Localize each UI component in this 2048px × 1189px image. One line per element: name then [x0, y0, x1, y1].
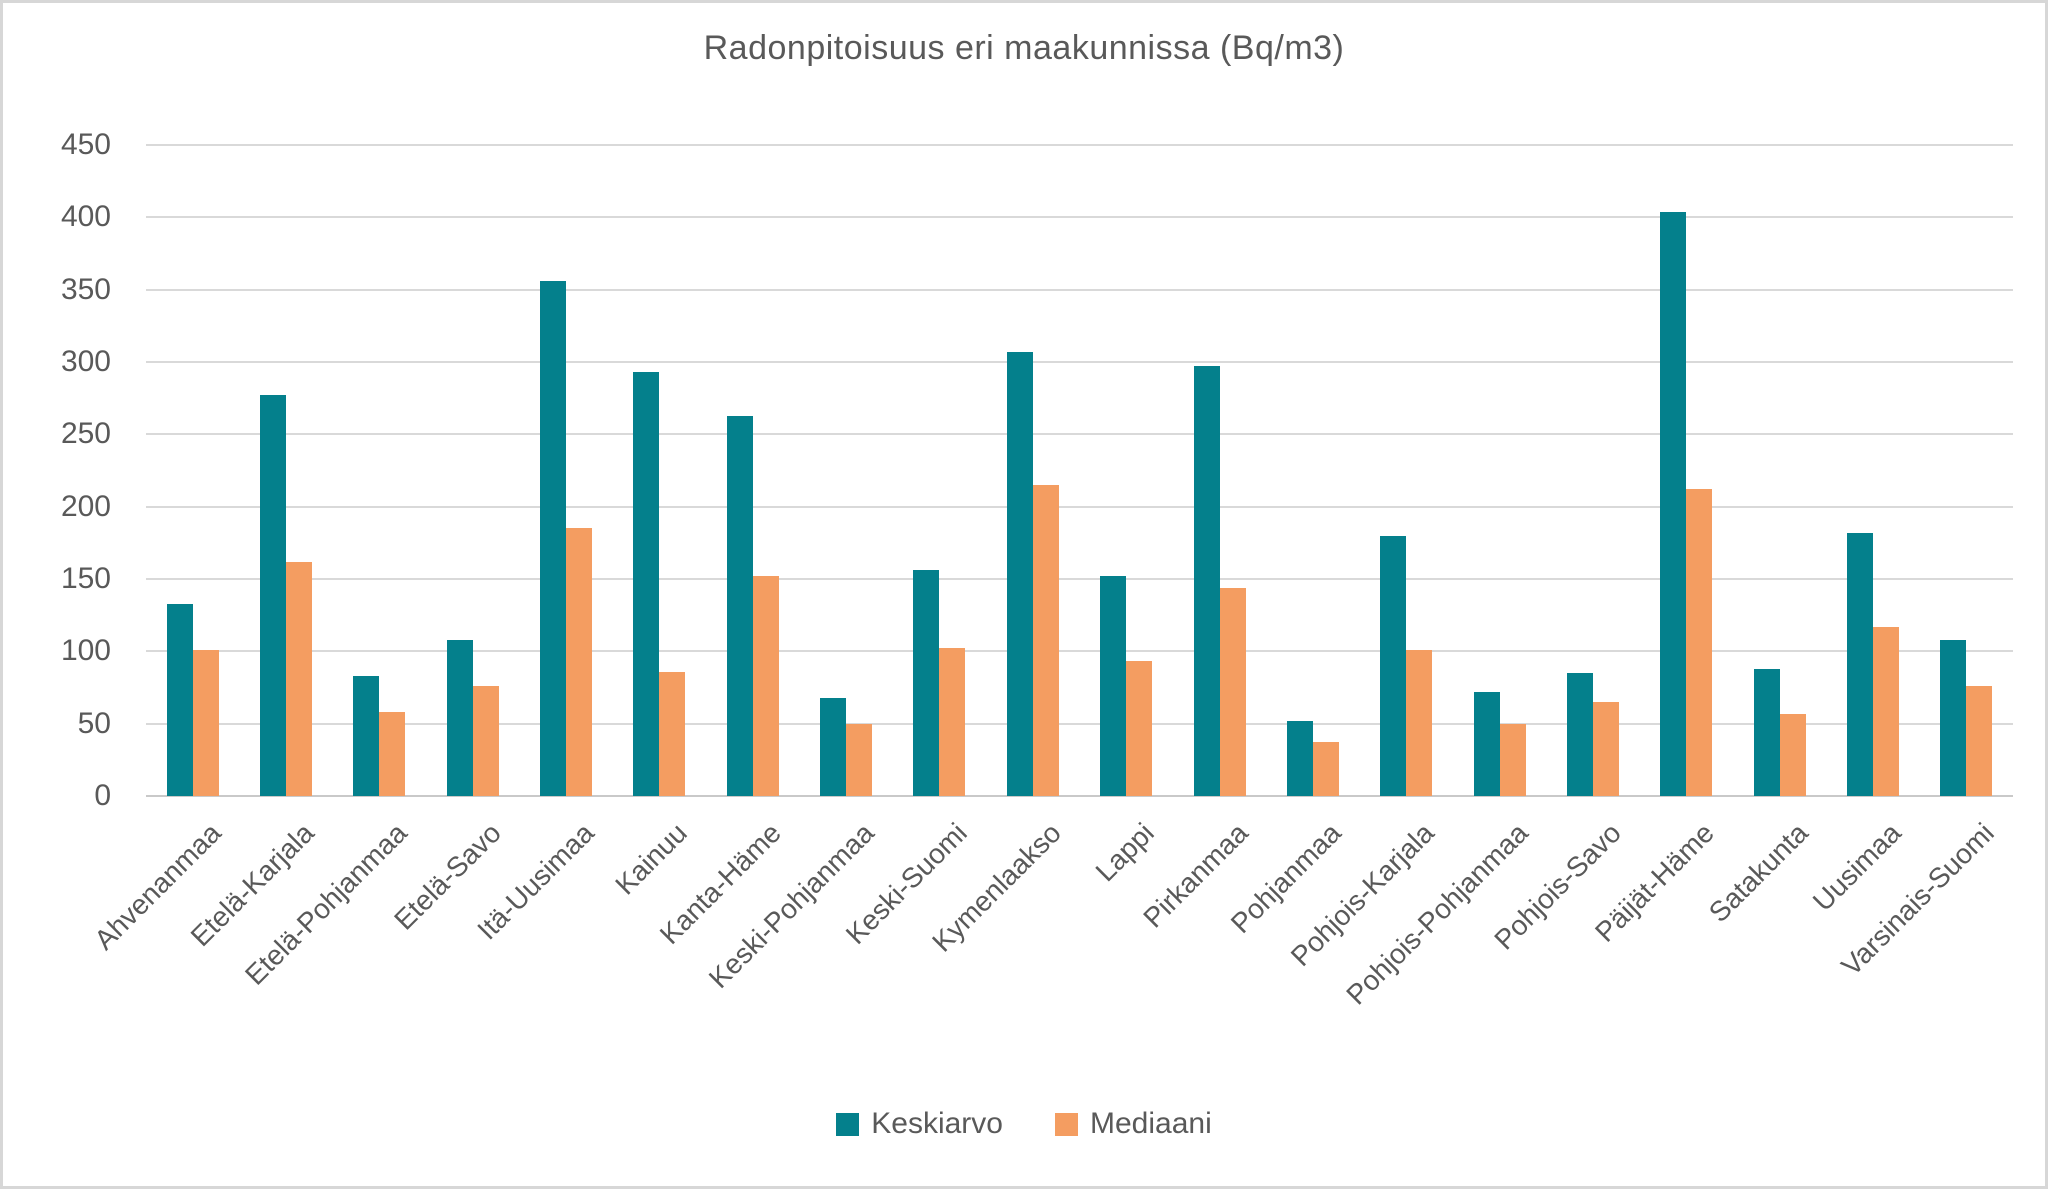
y-axis-tick-label: 250 [60, 417, 111, 451]
bar-keskiarvo-pohjois-karjala [1380, 535, 1407, 796]
gridline-350 [146, 288, 2013, 291]
bar-keskiarvo-uusimaa [1846, 532, 1873, 796]
bar-keskiarvo-etelä-karjala [260, 395, 287, 796]
y-axis-tick-label: 450 [60, 128, 111, 161]
y-axis-tick-label: 100 [60, 634, 111, 668]
bar-mediaani-pohjois-pohjanmaa [1499, 723, 1526, 796]
gridline-450 [146, 144, 2013, 146]
bar-mediaani-kanta-häme [752, 576, 779, 796]
bar-keskiarvo-itä-uusimaa [540, 281, 567, 796]
bar-mediaani-kymenlaakso [1032, 484, 1059, 796]
bar-keskiarvo-etelä-savo [446, 639, 473, 796]
bar-mediaani-pohjois-karjala [1406, 649, 1433, 796]
x-axis-category-label: Pohjois-Pohjanmaa [1339, 817, 1534, 1011]
legend-label-keskiarvo: Keskiarvo [871, 1107, 1003, 1140]
x-axis-category-label: Kainuu [609, 817, 694, 901]
chart-title: Radonpitoisuus eri maakunnissa (Bq/m3) [703, 29, 1345, 67]
legend-swatch-mediaani [1054, 1112, 1078, 1136]
legend: Keskiarvo Mediaani [3, 1107, 2045, 1141]
bar-mediaani-etelä-karjala [286, 561, 313, 796]
bar-keskiarvo-ahvenanmaa [166, 603, 193, 796]
bar-keskiarvo-pohjois-savo [1566, 673, 1593, 796]
gridline-200 [146, 505, 2013, 508]
bar-keskiarvo-kainuu [633, 372, 660, 796]
y-axis-tick-label: 50 [77, 706, 111, 740]
bar-keskiarvo-pirkanmaa [1193, 366, 1220, 796]
bar-mediaani-keski-suomi [939, 648, 966, 796]
gridline-100 [146, 650, 2013, 653]
y-axis-tick-label: 200 [60, 489, 111, 523]
bar-mediaani-uusimaa [1872, 626, 1899, 796]
bar-mediaani-päijät-häme [1686, 489, 1713, 796]
bar-keskiarvo-kymenlaakso [1006, 351, 1033, 796]
gridline-300 [146, 361, 2013, 363]
bar-keskiarvo-pohjanmaa [1286, 720, 1313, 796]
bar-keskiarvo-etelä-pohjanmaa [353, 675, 380, 796]
x-axis-category-label: Lappi [1089, 817, 1161, 888]
bar-mediaani-etelä-savo [472, 686, 499, 796]
legend-swatch-keskiarvo [836, 1112, 860, 1136]
bar-mediaani-satakunta [1779, 713, 1806, 796]
bar-mediaani-itä-uusimaa [566, 528, 593, 796]
y-axis-tick-label: 350 [60, 272, 111, 306]
gridline-50 [146, 722, 2013, 725]
legend-item-keskiarvo: Keskiarvo [836, 1107, 1003, 1141]
bar-mediaani-pohjois-savo [1592, 701, 1619, 796]
gridline-250 [146, 433, 2013, 436]
bar-keskiarvo-lappi [1100, 576, 1127, 796]
bar-mediaani-pirkanmaa [1219, 587, 1246, 796]
bar-mediaani-pohjanmaa [1312, 742, 1339, 796]
plot-area [146, 145, 2013, 796]
bar-keskiarvo-keski-pohjanmaa [820, 697, 847, 796]
bar-keskiarvo-keski-suomi [913, 570, 940, 796]
bar-mediaani-kainuu [659, 671, 686, 796]
bar-mediaani-ahvenanmaa [192, 649, 219, 796]
bar-mediaani-keski-pohjanmaa [846, 723, 873, 796]
y-axis-tick-label: 300 [60, 345, 111, 378]
bar-mediaani-etelä-pohjanmaa [379, 712, 406, 796]
bar-keskiarvo-pohjois-pohjanmaa [1473, 691, 1500, 796]
gridline-0 [146, 795, 2013, 797]
gridline-150 [146, 578, 2013, 580]
bar-mediaani-lappi [1126, 661, 1153, 796]
bar-keskiarvo-päijät-häme [1660, 211, 1687, 796]
bar-keskiarvo-kanta-häme [726, 415, 753, 796]
gridline-400 [146, 216, 2013, 219]
x-axis-category-label: Satakunta [1702, 817, 1814, 929]
bar-mediaani-varsinais-suomi [1966, 686, 1993, 796]
bar-keskiarvo-varsinais-suomi [1940, 639, 1967, 796]
y-axis-tick-label: 400 [60, 200, 111, 234]
x-axis-category-label: Etelä-Pohjanmaa [239, 817, 414, 991]
x-axis-category-label: Keski-Pohjanmaa [702, 817, 881, 995]
y-axis-tick-label: 0 [94, 779, 111, 812]
bar-keskiarvo-satakunta [1753, 668, 1780, 796]
y-axis-tick-label: 150 [60, 562, 111, 595]
legend-item-mediaani: Mediaani [1054, 1107, 1212, 1141]
legend-label-mediaani: Mediaani [1089, 1107, 1212, 1140]
